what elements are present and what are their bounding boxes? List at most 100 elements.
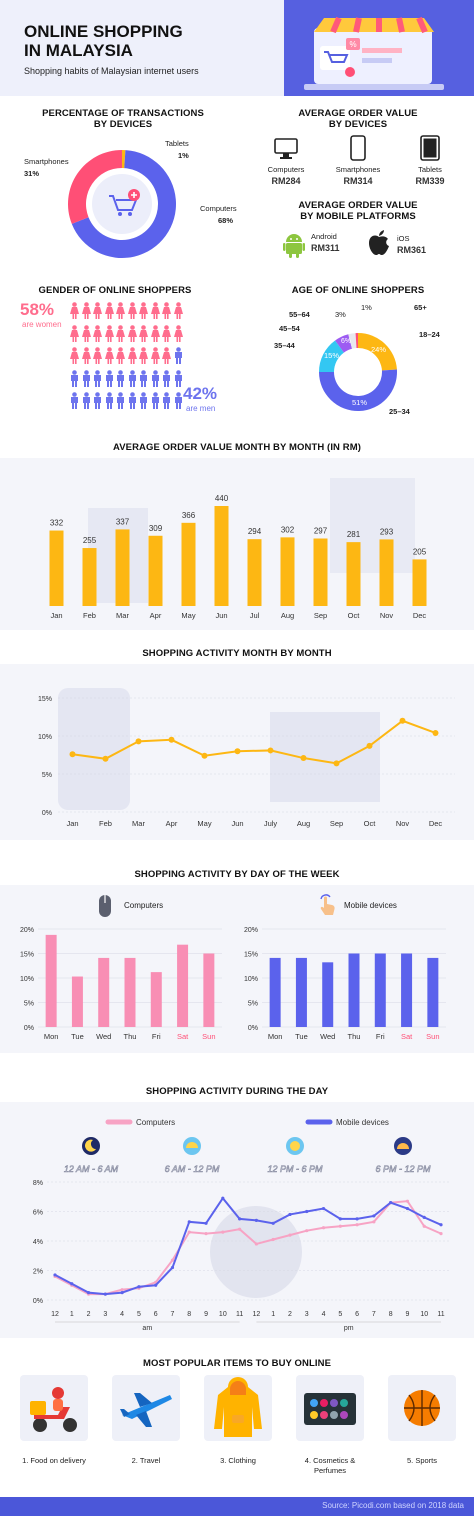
woman-icon bbox=[139, 302, 148, 319]
page-title: ONLINE SHOPPING IN MALAYSIA bbox=[24, 22, 224, 60]
mouse-icon bbox=[99, 895, 111, 917]
weekday-bar-computers-fri bbox=[150, 972, 162, 1027]
man-icon bbox=[140, 392, 147, 409]
weekday-bar-mobile-fri bbox=[374, 953, 386, 1027]
day-xtick: 1 bbox=[271, 1311, 275, 1318]
aov-tick-aug: Aug bbox=[281, 611, 294, 620]
aov-value-mar: 337 bbox=[116, 517, 130, 526]
activity-month-line bbox=[72, 719, 436, 765]
month-xtick: Nov bbox=[396, 819, 410, 828]
weekday-bar-computers-wed bbox=[98, 957, 110, 1027]
day-point-mobile bbox=[170, 1265, 175, 1270]
day-xtick: 10 bbox=[420, 1311, 428, 1318]
woman-icon bbox=[93, 302, 102, 319]
devices-title-line-1: PERCENTAGE OF TRANSACTIONS bbox=[42, 108, 204, 119]
aov-smartphones: Smartphones RM314 bbox=[328, 165, 388, 186]
day-point-computers bbox=[288, 1233, 292, 1237]
day-point-computers bbox=[439, 1232, 443, 1236]
weekday-ytick: 20% bbox=[244, 927, 258, 934]
weekday-ytick: 0% bbox=[24, 1025, 34, 1032]
day-point-mobile bbox=[321, 1206, 326, 1211]
day-point-computers bbox=[405, 1199, 410, 1203]
aov-bar-mar bbox=[115, 529, 130, 606]
man-icon bbox=[174, 347, 182, 364]
aov-tick-dec: Dec bbox=[413, 611, 427, 620]
day-point-mobile bbox=[254, 1218, 258, 1222]
item-label-3: 3. Clothing bbox=[220, 1456, 256, 1465]
man-icon bbox=[117, 369, 124, 387]
weekday-xtick: Wed bbox=[96, 1032, 111, 1041]
day-xtick: 2 bbox=[288, 1311, 292, 1318]
day-point-mobile bbox=[221, 1196, 225, 1200]
day-point-mobile bbox=[53, 1273, 57, 1277]
day-xtick: 12 bbox=[51, 1311, 59, 1318]
donut-slice-computers bbox=[71, 150, 176, 258]
weekday-title: SHOPPING ACTIVITY BY DAY OF THE WEEK bbox=[134, 869, 340, 880]
woman-icon bbox=[70, 302, 79, 319]
aov-month-title: AVERAGE ORDER VALUE MONTH BY MONTH (IN R… bbox=[112, 442, 362, 453]
day-line-computers bbox=[54, 1200, 442, 1296]
weekday-xtick: Mon bbox=[268, 1032, 283, 1041]
aov-value-sep: 297 bbox=[314, 527, 328, 536]
aov-platforms-title: AVERAGE ORDER VALUE BY MOBILE PLATFORMS bbox=[268, 200, 448, 222]
day-point-mobile bbox=[137, 1285, 141, 1289]
woman-icon bbox=[93, 324, 102, 342]
day-point-mobile bbox=[288, 1212, 292, 1217]
day-xtick: 4 bbox=[322, 1311, 326, 1318]
day-xtick: 10 bbox=[219, 1311, 227, 1318]
gender-people-grid bbox=[70, 302, 185, 414]
hoodie-icon bbox=[214, 1377, 262, 1437]
day-point-computers bbox=[187, 1230, 191, 1234]
woman-icon bbox=[139, 324, 148, 342]
man-icon bbox=[163, 392, 170, 409]
day-ytick: 2% bbox=[33, 1269, 43, 1276]
month-xtick: Apr bbox=[166, 819, 178, 828]
age-title: AGE OF ONLINE SHOPPERS bbox=[291, 285, 425, 296]
aov-value-jan: 332 bbox=[50, 519, 64, 528]
aov-platforms-title-line-1: AVERAGE ORDER VALUE bbox=[298, 200, 418, 211]
weekday-xtick: Sun bbox=[202, 1032, 215, 1041]
woman-icon bbox=[127, 347, 137, 364]
woman-icon bbox=[139, 347, 148, 364]
age-slice-55-64 bbox=[348, 333, 357, 349]
weekday-bar-computers-tue bbox=[71, 976, 83, 1027]
day-ytick: 8% bbox=[33, 1180, 43, 1187]
day-point-mobile bbox=[405, 1206, 410, 1211]
women-label: are women bbox=[22, 320, 62, 329]
age-value-25-34: 51% bbox=[352, 398, 368, 407]
title-line-2: IN MALAYSIA bbox=[24, 41, 133, 60]
day-ytick: 4% bbox=[33, 1239, 43, 1246]
pm-label: pm bbox=[344, 1325, 354, 1332]
day-point-mobile bbox=[372, 1214, 376, 1218]
day-point-computers bbox=[221, 1230, 225, 1234]
day-xtick: 1 bbox=[70, 1311, 74, 1318]
activity-month-point bbox=[333, 760, 340, 767]
aov-devices-title-line-2: BY DEVICES bbox=[328, 119, 388, 130]
day-point-computers bbox=[204, 1232, 208, 1236]
touch-hand-icon bbox=[320, 894, 335, 915]
item-food-delivery bbox=[20, 1375, 88, 1441]
day-chart: Computers Mobile devices 12 AM - 6 AM 6 … bbox=[33, 1118, 451, 1332]
weekday-xtick: Tue bbox=[71, 1032, 84, 1041]
aov-computers: Computers RM284 bbox=[256, 165, 316, 186]
day-xtick: 11 bbox=[236, 1311, 243, 1318]
age-label-18-24: 18–24 bbox=[419, 330, 440, 339]
activity-month-point bbox=[102, 755, 109, 762]
day-point-computers bbox=[305, 1229, 309, 1233]
weekday-ytick: 5% bbox=[248, 1001, 258, 1008]
man-icon bbox=[151, 392, 159, 409]
weekday-bar-computers-thu bbox=[124, 957, 136, 1027]
age-label-65plus: 65+ bbox=[414, 303, 427, 312]
age-value-18-24: 24% bbox=[371, 345, 387, 354]
aov-devices-title-line-1: AVERAGE ORDER VALUE bbox=[298, 108, 418, 119]
sunset-icon bbox=[394, 1137, 412, 1155]
shop-laptop-illustration: % bbox=[284, 0, 474, 96]
range-label-4: 6 PM - 12 PM bbox=[375, 1164, 431, 1174]
palette-icon bbox=[304, 1393, 356, 1425]
legend-computers-label: Computers bbox=[136, 1118, 175, 1127]
day-point-computers bbox=[422, 1224, 426, 1228]
aov-value-feb: 255 bbox=[83, 536, 97, 545]
item-clothing bbox=[204, 1375, 272, 1441]
devices-computers-value: 68% bbox=[218, 216, 234, 225]
man-icon bbox=[174, 392, 182, 409]
